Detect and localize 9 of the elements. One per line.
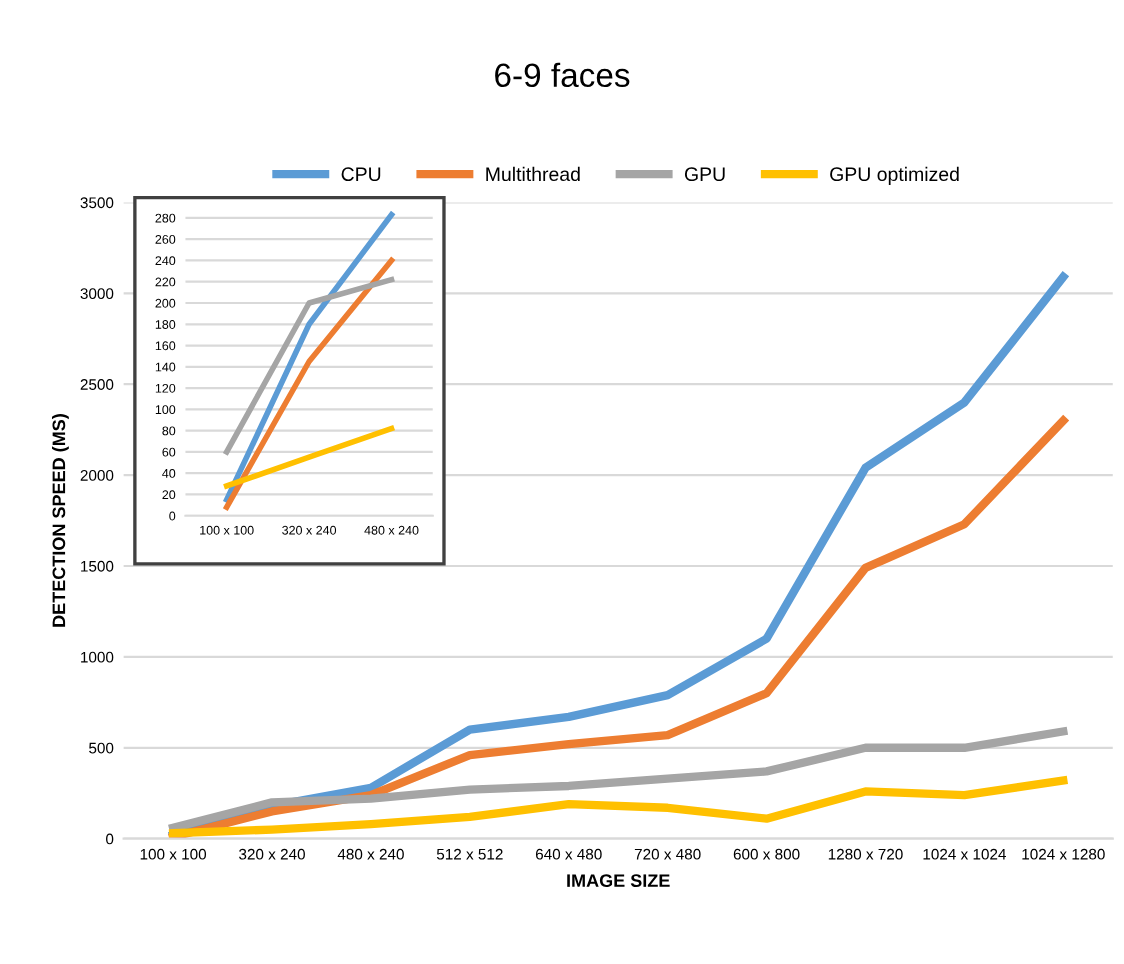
y-axis-title: DETECTION SPEED (MS) xyxy=(51,414,69,627)
line-series xyxy=(168,727,1068,832)
legend-label: GPU optimized xyxy=(830,166,959,185)
x-axis-title: IMAGE SIZE xyxy=(567,874,670,888)
legend-label: CPU xyxy=(341,167,381,182)
chart-title: 6-9 faces xyxy=(495,62,630,88)
line-series xyxy=(168,776,1068,838)
legend-label: GPU xyxy=(684,167,725,182)
legend-label: Multithread xyxy=(486,166,580,182)
